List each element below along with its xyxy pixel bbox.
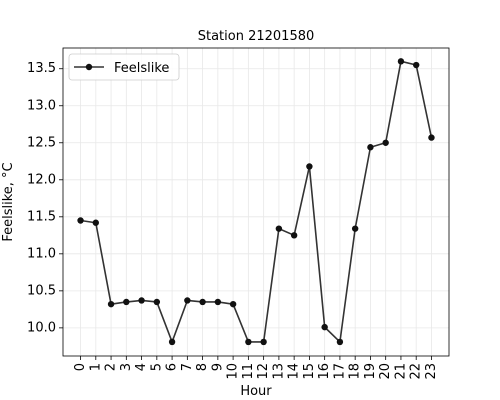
legend-box (68, 53, 180, 81)
data-point (229, 300, 237, 308)
data-point (92, 219, 100, 226)
y-tick-label: 13.0 (27, 98, 56, 113)
x-tick-label: 16 (317, 363, 332, 380)
data-point (168, 338, 176, 346)
data-point (123, 298, 130, 306)
data-point (275, 225, 283, 232)
x-tick-label: 21 (393, 363, 408, 380)
x-tick-label: 9 (210, 363, 225, 371)
legend: Feelslike (68, 53, 180, 81)
data-point (107, 300, 115, 308)
data-point (412, 61, 420, 69)
x-tick-label: 14 (287, 363, 302, 380)
y-tick-label: 12.5 (27, 135, 56, 150)
chart-title: Station 21201580 (198, 29, 315, 44)
x-tick-label: 6 (165, 363, 180, 371)
data-point (351, 225, 359, 232)
data-point (397, 58, 405, 65)
x-tick-label: 11 (241, 363, 256, 380)
y-tick-label: 10.0 (27, 320, 56, 335)
series-layer (77, 58, 435, 346)
legend-marker-sample (85, 63, 93, 71)
data-point (428, 134, 435, 141)
data-point (199, 298, 206, 306)
data-point (290, 232, 298, 239)
plot-frame (62, 47, 450, 357)
x-tick-label: 12 (256, 363, 271, 380)
data-point (321, 323, 328, 331)
x-tick-label: 13 (271, 363, 286, 380)
x-tick-label: 18 (348, 363, 363, 380)
data-point (260, 338, 267, 346)
x-tick-label: 22 (409, 363, 424, 380)
x-tick-label: 5 (149, 363, 164, 371)
x-tick-label: 15 (302, 363, 317, 380)
x-axis-label: Hour (240, 384, 272, 399)
x-tick-label: 8 (195, 363, 210, 371)
x-tick-label: 20 (378, 363, 393, 380)
x-tick-label: 17 (332, 363, 347, 380)
data-point (306, 163, 313, 170)
y-tick-label: 11.0 (27, 246, 56, 261)
data-point (184, 297, 191, 304)
x-tick-label: 1 (88, 363, 103, 371)
x-tick-label: 10 (226, 363, 241, 380)
x-tick-label: 3 (119, 363, 134, 371)
x-tick-label: 19 (363, 363, 378, 380)
x-axis: 0 1 2 3 4 5 6 7 8 9 10 11 12 13 14 15 16 17 18 19 20 21 22 23 (73, 356, 439, 380)
data-point (77, 217, 84, 224)
data-point (245, 338, 252, 346)
x-tick-label: 7 (180, 363, 195, 371)
x-tick-label: 0 (73, 363, 88, 371)
y-tick-label: 10.5 (27, 283, 56, 298)
y-axis: 10.0 10.5 11.0 11.5 12.0 12.5 13.0 13.5 (27, 61, 63, 335)
x-tick-label: 4 (134, 363, 149, 371)
data-point (138, 297, 145, 304)
y-tick-label: 12.0 (27, 172, 56, 187)
x-tick-label: 2 (104, 363, 119, 371)
y-axis-label: Feelslike, °C (1, 162, 16, 241)
x-tick-label: 23 (424, 363, 439, 380)
y-tick-label: 13.5 (27, 61, 56, 76)
data-point (153, 298, 161, 306)
legend-label-feelslike: Feelslike (114, 61, 169, 76)
data-point (214, 298, 222, 306)
data-point (367, 144, 374, 151)
y-tick-label: 11.5 (27, 209, 56, 224)
data-point (336, 338, 344, 346)
data-point (382, 139, 389, 146)
